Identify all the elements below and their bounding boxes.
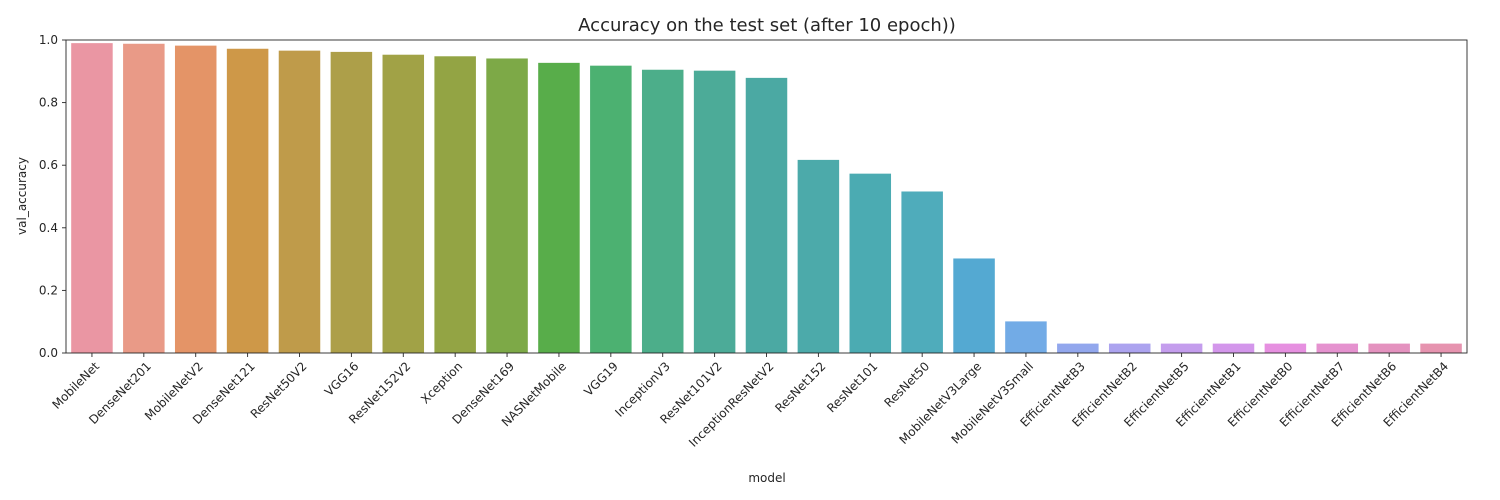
x-tick-label-resnet152: ResNet152 xyxy=(772,359,828,415)
bar-resnet101 xyxy=(849,173,892,353)
bar-nasnetmobile xyxy=(538,62,580,353)
bar-resnet50v2 xyxy=(278,50,321,353)
bar-mobilenetv3large xyxy=(953,258,995,353)
x-axis-label: model xyxy=(748,471,785,485)
bar-resnet50 xyxy=(901,191,943,353)
y-tick-label: 0.4 xyxy=(39,221,58,235)
bar-densenet201 xyxy=(123,43,165,353)
bar-efficientnetb7 xyxy=(1316,343,1359,353)
bar-resnet152v2 xyxy=(382,54,425,354)
bar-resnet101v2 xyxy=(693,70,736,354)
x-tick-label-inceptionresnetv2: InceptionResNetV2 xyxy=(686,359,777,450)
y-tick-label: 0.2 xyxy=(39,283,58,297)
y-axis: 0.0 0.2 0.4 0.6 0.8 1.0 xyxy=(39,33,66,360)
x-tick-label-resnet50: ResNet50 xyxy=(882,359,933,410)
bar-densenet169 xyxy=(486,58,528,353)
y-tick-label: 0.8 xyxy=(39,96,58,110)
bar-inceptionv3 xyxy=(641,69,684,354)
bar-efficientnetb1 xyxy=(1212,343,1255,353)
bar-mobilenetv2 xyxy=(174,45,217,353)
bar-efficientnetb6 xyxy=(1368,343,1410,353)
bar-efficientnetb2 xyxy=(1108,343,1151,353)
x-tick-label-vgg16: VGG16 xyxy=(322,359,362,399)
x-tick-label-vgg19: VGG19 xyxy=(581,359,621,399)
bar-efficientnetb3 xyxy=(1057,343,1099,353)
bars-group xyxy=(71,43,1462,354)
x-axis: MobileNetDenseNet201MobileNetV2DenseNet1… xyxy=(49,353,1451,450)
y-tick-label: 0.6 xyxy=(39,158,58,172)
x-tick-label-resnet101: ResNet101 xyxy=(824,359,880,415)
bar-efficientnetb0 xyxy=(1264,343,1307,353)
bar-densenet121 xyxy=(226,48,269,353)
bar-inceptionresnetv2 xyxy=(745,77,788,354)
bar-efficientnetb5 xyxy=(1160,343,1203,353)
x-tick-label-mobilenet: MobileNet xyxy=(49,359,102,412)
y-tick-label: 1.0 xyxy=(39,33,58,47)
y-tick-label: 0.0 xyxy=(39,346,58,360)
plot-frame xyxy=(65,39,1468,354)
bar-mobilenet xyxy=(71,43,113,353)
bar-efficientnetb4 xyxy=(1420,343,1462,353)
chart-title: Accuracy on the test set (after 10 epoch… xyxy=(578,15,956,36)
y-axis-label: val_accuracy xyxy=(15,157,29,235)
x-tick-label-xception: Xception xyxy=(418,359,465,406)
bar-vgg19 xyxy=(590,65,632,354)
bar-vgg16 xyxy=(330,51,373,353)
bar-mobilenetv3small xyxy=(1005,321,1047,353)
bar-resnet152 xyxy=(797,159,840,353)
bar-xception xyxy=(434,56,476,353)
